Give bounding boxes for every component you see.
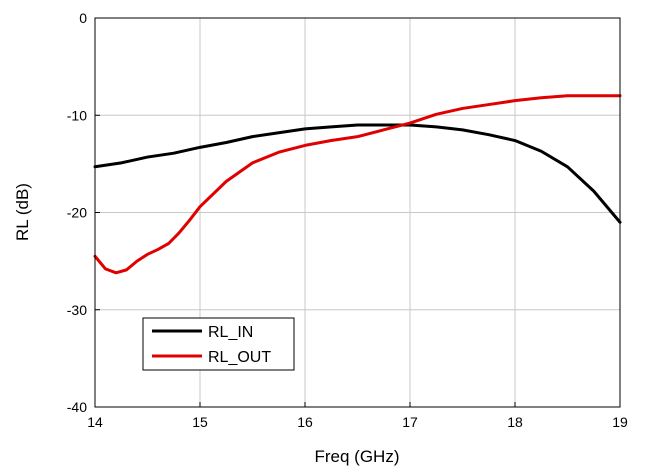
series-rl-in-line xyxy=(93,123,622,224)
y-tick-label: -10 xyxy=(67,107,87,123)
x-tick-label: 14 xyxy=(87,414,103,430)
x-tick-label: 18 xyxy=(507,414,523,430)
x-tick-label: 16 xyxy=(297,414,313,430)
y-axis-label: RL (dB) xyxy=(13,183,32,241)
legend: RL_IN RL_OUT xyxy=(142,317,295,371)
y-tick-label: -20 xyxy=(67,205,87,221)
legend-label-rl-out: RL_OUT xyxy=(208,349,271,366)
series-rl-out-line xyxy=(93,94,622,275)
x-tick-label: 19 xyxy=(612,414,628,430)
series-layer xyxy=(93,94,622,275)
x-tick-label: 15 xyxy=(192,414,208,430)
y-tick-label: -30 xyxy=(67,302,87,318)
tick-layer: 14 15 16 17 18 19 0 -10 -20 -30 -40 xyxy=(67,10,628,430)
y-tick-label: 0 xyxy=(79,10,87,26)
legend-label-rl-in: RL_IN xyxy=(208,324,253,341)
x-tick-label: 17 xyxy=(402,414,418,430)
legend-box xyxy=(142,317,295,371)
y-tick-label: -40 xyxy=(67,399,87,415)
x-axis-label: Freq (GHz) xyxy=(315,447,400,466)
